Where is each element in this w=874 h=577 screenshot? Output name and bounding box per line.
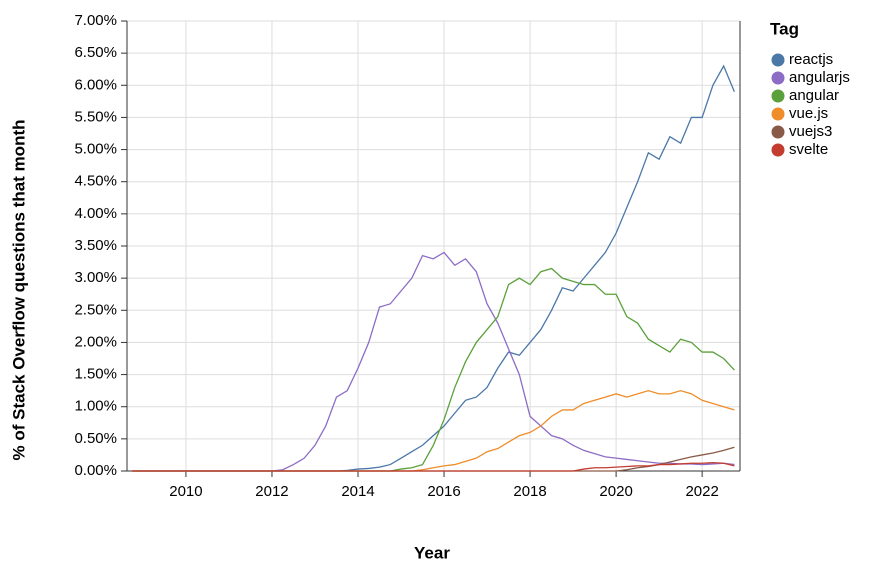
y-tick-label: 5.00%: [74, 141, 117, 158]
x-tick-label: 2018: [513, 483, 546, 500]
x-tick-label: 2014: [341, 483, 374, 500]
y-tick-label: 2.00%: [74, 333, 117, 350]
legend-title: Tag: [770, 19, 799, 38]
series-line: [132, 64, 736, 472]
series-line: [132, 389, 735, 472]
y-tick-label: 7.00%: [74, 12, 117, 29]
y-tick-label: 6.50%: [74, 44, 117, 61]
y-tick-label: 0.50%: [74, 430, 117, 447]
legend-swatch: [771, 107, 785, 121]
y-tick-label: 4.00%: [74, 205, 117, 222]
legend-swatch: [771, 143, 785, 157]
x-tick-label: 2022: [685, 483, 718, 500]
y-tick-label: 2.50%: [74, 301, 117, 318]
x-axis-title: Year: [414, 543, 450, 562]
legend-label: angular: [789, 87, 839, 104]
legend-label: vue.js: [789, 105, 828, 122]
series-line: [132, 461, 735, 472]
y-tick-label: 1.00%: [74, 398, 117, 415]
legend-label: reactjs: [789, 51, 833, 68]
legend-swatch: [771, 71, 785, 85]
legend-swatch: [771, 53, 785, 67]
y-tick-label: 0.00%: [74, 462, 117, 479]
legend-swatch: [771, 125, 785, 139]
legend-label: angularjs: [789, 69, 850, 86]
y-tick-label: 3.50%: [74, 237, 117, 254]
y-tick-label: 4.50%: [74, 173, 117, 190]
legend-label: svelte: [789, 141, 828, 158]
x-tick-label: 2020: [599, 483, 632, 500]
legend-swatch: [771, 89, 785, 103]
legend-label: vuejs3: [789, 123, 832, 140]
y-tick-label: 3.00%: [74, 269, 117, 286]
y-tick-label: 1.50%: [74, 366, 117, 383]
series-line: [132, 267, 735, 472]
x-tick-label: 2012: [255, 483, 288, 500]
series-line: [132, 251, 735, 472]
y-tick-label: 5.50%: [74, 108, 117, 125]
y-tick-label: 6.00%: [74, 76, 117, 93]
y-axis-title: % of Stack Overflow questions that month: [9, 120, 28, 461]
x-tick-label: 2010: [169, 483, 202, 500]
x-tick-label: 2016: [427, 483, 460, 500]
